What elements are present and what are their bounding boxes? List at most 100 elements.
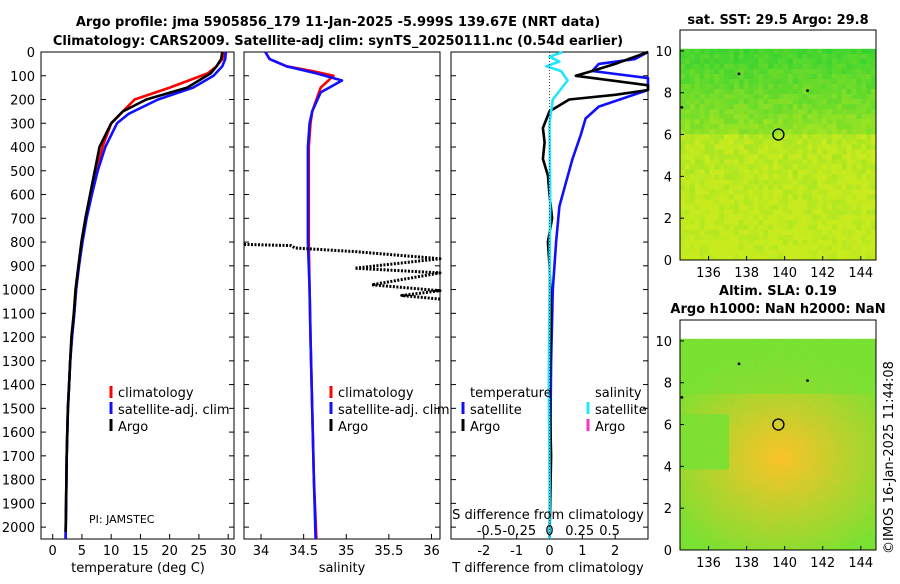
heatmap-cell: [846, 399, 852, 405]
heatmap-cell: [841, 53, 847, 60]
heatmap-cell: [733, 424, 740, 430]
heatmap-cell: [787, 58, 794, 65]
heatmap-cell: [758, 429, 764, 435]
heatmap-cell: [807, 74, 813, 80]
heatmap-cell: [699, 189, 705, 195]
heatmap-cell: [719, 353, 725, 360]
heatmap-cell: [758, 219, 764, 226]
heatmap-cell: [817, 48, 823, 55]
heatmap-cell: [689, 364, 696, 370]
heatmap-cell: [831, 194, 838, 200]
heatmap-cell: [861, 109, 867, 115]
heatmap-cell: [778, 255, 784, 261]
heatmap-cell: [836, 79, 843, 85]
heatmap-cell: [694, 519, 700, 526]
heatmap-cell: [846, 48, 852, 55]
heatmap-cell: [827, 239, 833, 246]
heatmap-cell: [778, 489, 784, 496]
heatmap-cell: [792, 469, 798, 475]
heatmap-cell: [831, 174, 838, 180]
heatmap-cell: [836, 529, 843, 536]
heatmap-cell: [714, 199, 720, 206]
heatmap-cell: [724, 504, 730, 511]
heatmap-cell: [778, 129, 784, 135]
heatmap-cell: [836, 53, 843, 60]
heatmap-cell: [866, 499, 872, 506]
heatmap-cell: [714, 63, 720, 70]
heatmap-cell: [792, 209, 798, 216]
heatmap-cell: [866, 509, 872, 516]
heatmap-cell: [782, 524, 789, 531]
heatmap-cell: [778, 539, 784, 546]
heatmap-cell: [871, 379, 877, 385]
heatmap-cell: [778, 424, 784, 430]
heatmap-cell: [719, 539, 725, 546]
heatmap-cell: [680, 229, 686, 236]
heatmap-cell: [724, 434, 730, 440]
heatmap-cell: [778, 379, 784, 385]
heatmap-cell: [778, 234, 784, 241]
heatmap-cell: [743, 469, 749, 475]
heatmap-cell: [714, 519, 720, 526]
map-x-tick-label: 140: [772, 266, 797, 281]
heatmap-cell: [807, 229, 813, 236]
heatmap-cell: [709, 184, 715, 190]
heatmap-cell: [738, 63, 745, 70]
heatmap-cell: [743, 114, 749, 120]
heatmap-cell: [758, 459, 764, 465]
heatmap-cell: [680, 469, 686, 475]
salinity-panel-frame: [243, 51, 441, 540]
heatmap-cell: [699, 519, 705, 526]
heatmap-cell: [680, 414, 686, 420]
heatmap-cell: [684, 369, 691, 375]
heatmap-cell: [822, 524, 828, 531]
heatmap-cell: [851, 409, 857, 415]
heatmap-cell: [787, 179, 794, 185]
heatmap-cell: [866, 399, 872, 405]
heatmap-cell: [827, 399, 833, 405]
heatmap-cell: [787, 429, 794, 435]
heatmap-cell: [807, 479, 813, 485]
heatmap-cell: [861, 469, 867, 475]
heatmap-cell: [763, 159, 769, 165]
heatmap-cell: [748, 114, 754, 120]
heatmap-cell: [836, 199, 843, 206]
heatmap-cell: [812, 204, 818, 211]
heatmap-cell: [729, 174, 735, 180]
heatmap-cell: [797, 234, 803, 241]
heatmap-cell: [871, 353, 877, 360]
heatmap-cell: [841, 343, 847, 350]
heatmap-cell: [758, 494, 764, 501]
heatmap-cell: [709, 374, 715, 380]
heatmap-cell: [748, 514, 754, 521]
heatmap-cell: [768, 174, 774, 180]
heatmap-cell: [729, 369, 735, 375]
heatmap-cell: [851, 338, 857, 345]
heatmap-cell: [792, 179, 798, 185]
heatmap-cell: [773, 239, 779, 246]
heatmap-cell: [704, 338, 710, 345]
heatmap-cell: [773, 149, 779, 155]
heatmap-cell: [817, 104, 823, 110]
heatmap-cell: [748, 58, 754, 65]
heatmap-cell: [719, 338, 725, 345]
heatmap-cell: [748, 469, 754, 475]
heatmap-cell: [694, 358, 700, 365]
heatmap-cell: [866, 358, 872, 365]
island-speck: [806, 89, 809, 93]
heatmap-cell: [778, 169, 784, 175]
heatmap-cell: [768, 199, 774, 206]
heatmap-cell: [817, 419, 823, 425]
heatmap-cell: [714, 364, 720, 370]
heatmap-cell: [836, 404, 843, 410]
heatmap-cell: [738, 184, 745, 190]
heatmap-cell: [861, 534, 867, 541]
heatmap-cell: [724, 199, 730, 206]
heatmap-cell: [856, 58, 862, 65]
heatmap-cell: [778, 104, 784, 110]
heatmap-cell: [729, 364, 735, 370]
heatmap-cell: [812, 429, 818, 435]
island-speck: [737, 72, 741, 76]
heatmap-cell: [709, 529, 715, 536]
heatmap-cell: [773, 449, 779, 455]
